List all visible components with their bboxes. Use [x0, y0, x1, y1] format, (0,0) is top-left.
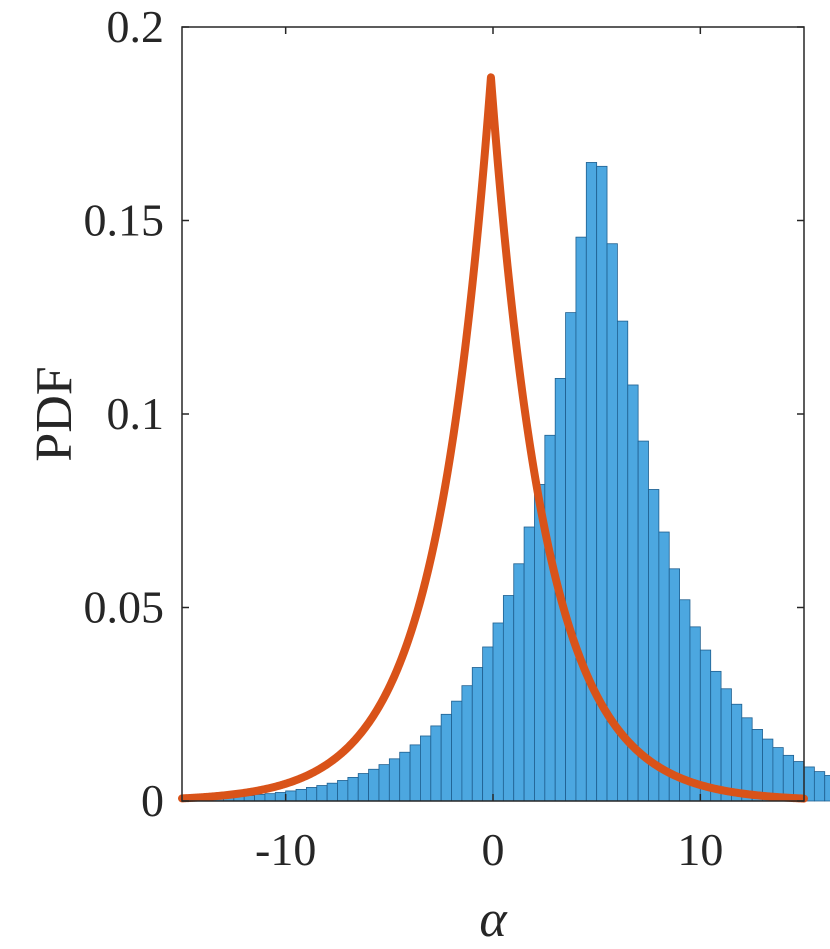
- histogram-bar: [378, 764, 390, 802]
- histogram-bar: [751, 729, 763, 802]
- histogram-bar: [710, 670, 722, 802]
- histogram-bar: [565, 312, 577, 802]
- y-tick-label: 0.1: [107, 388, 165, 439]
- histogram-bar: [274, 792, 287, 802]
- histogram-bar: [285, 790, 297, 802]
- histogram-bar: [648, 489, 660, 802]
- fit-curve-layer: [178, 73, 808, 803]
- histogram-bar: [720, 688, 732, 802]
- histogram-bar: [440, 713, 452, 802]
- histogram-bar: [399, 751, 411, 802]
- y-tick-label: 0.15: [84, 195, 165, 246]
- histogram-bar: [264, 793, 276, 802]
- histogram-bar: [513, 563, 525, 802]
- x-tick-label: 0: [482, 824, 505, 875]
- tick-labels: 0 0.05 0.1 0.15 0.2 -10 0 10: [84, 1, 724, 875]
- x-tick-label: 10: [677, 824, 723, 875]
- histogram-bar: [357, 773, 370, 802]
- histogram-bar: [305, 787, 318, 802]
- histogram-bar: [689, 626, 701, 802]
- histogram-bar: [492, 622, 504, 802]
- histogram-bar: [451, 700, 463, 802]
- x-tick-label: -10: [255, 824, 316, 875]
- histogram-bar: [699, 649, 712, 802]
- histogram-bar: [337, 780, 349, 802]
- histogram-bar: [388, 758, 401, 802]
- histogram-bar: [658, 531, 670, 802]
- y-tick-label: 0: [141, 775, 164, 826]
- histogram-bar: [461, 685, 473, 802]
- histogram-bar: [637, 440, 649, 802]
- x-axis-title: α: [479, 891, 508, 948]
- histogram-bar: [668, 568, 681, 802]
- histogram-bar: [824, 775, 830, 802]
- histogram-bar: [316, 785, 328, 802]
- histogram-bar: [409, 744, 421, 802]
- histogram-bar: [679, 599, 691, 802]
- histogram-bar: [420, 735, 432, 802]
- y-tick-label: 0.05: [84, 582, 165, 633]
- histogram-bar: [502, 595, 515, 802]
- histogram-bar: [368, 768, 380, 802]
- y-tick-label: 0.2: [107, 1, 165, 52]
- histogram-bar: [347, 776, 359, 802]
- histogram-bar: [326, 782, 338, 802]
- histogram-bar: [295, 788, 307, 802]
- histogram-bar: [585, 162, 598, 802]
- y-axis-title: PDF: [26, 366, 83, 461]
- histogram-bar: [430, 725, 442, 802]
- histogram-bar: [254, 794, 266, 802]
- histogram-bar: [482, 646, 494, 802]
- histogram-bar: [523, 526, 535, 802]
- histogram-bar: [471, 667, 484, 802]
- histogram-bar: [762, 738, 774, 802]
- fit-curve-line: [178, 73, 808, 803]
- histogram-bar: [544, 434, 556, 802]
- axis-ticks: [182, 26, 804, 802]
- histogram-bar: [731, 703, 743, 802]
- histogram-bar: [741, 717, 753, 802]
- histogram-bar: [575, 236, 587, 802]
- histogram-bar: [813, 771, 826, 802]
